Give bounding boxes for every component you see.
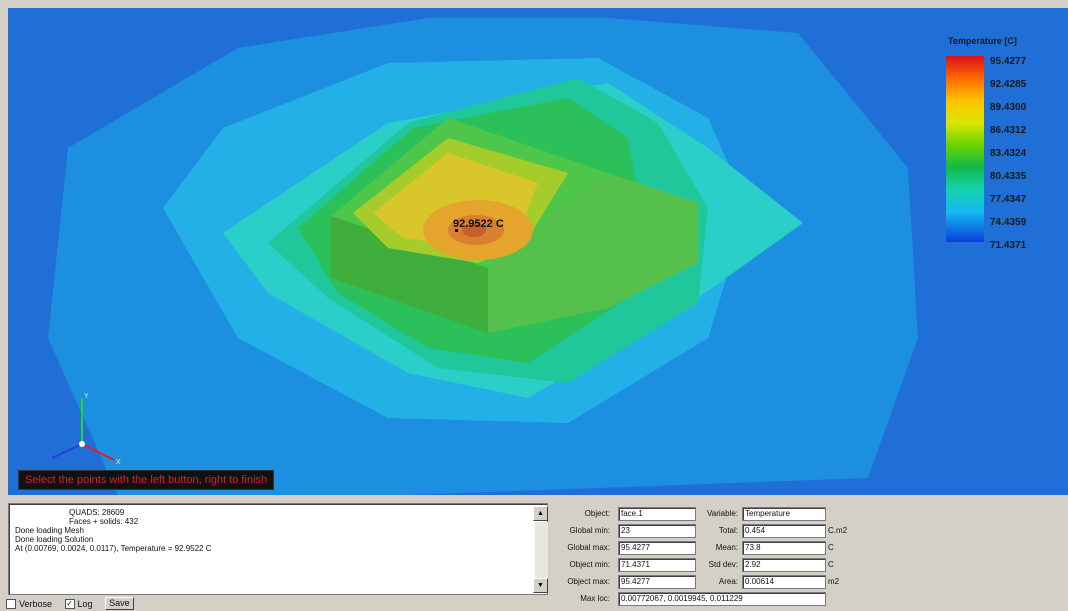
axis-label-y: Y: [84, 393, 89, 400]
log-line: QUADS: 28609: [69, 508, 125, 517]
global-min-label: Global min:: [569, 526, 610, 535]
object-max-label: Object max:: [567, 577, 610, 586]
verbose-label: Verbose: [19, 598, 53, 609]
variable-label: Variable:: [707, 509, 738, 518]
area-unit: m2: [828, 577, 840, 586]
total-unit: C.m2: [828, 526, 848, 535]
log-output[interactable]: QUADS: 28609 Faces + solids: 432 Done lo…: [8, 503, 548, 595]
save-button[interactable]: Save: [105, 597, 134, 610]
scrollbar-track[interactable]: [535, 522, 548, 580]
log-line: Done loading Mesh: [15, 526, 84, 535]
log-options: Verbose ✓ Log Save: [6, 597, 134, 611]
log-checkbox[interactable]: ✓: [64, 598, 75, 609]
object-min-field: 71.4371: [618, 558, 696, 572]
area-label: Area:: [718, 577, 738, 586]
legend-value: 83.4324: [990, 148, 1027, 159]
hot-zone-core: [462, 223, 486, 237]
log-line: At (0.00769, 0.0024, 0.0117), Temperatur…: [15, 544, 212, 553]
object-label: Object:: [584, 509, 610, 518]
object-field[interactable]: face.1: [618, 507, 696, 521]
global-max-field: 95.4277: [618, 541, 696, 555]
part-front-face: [488, 173, 698, 333]
bottom-panel: QUADS: 28609 Faces + solids: 432 Done lo…: [0, 495, 1068, 611]
statistics-panel: Object: face.1 Variable: Temperature Glo…: [556, 495, 1068, 611]
legend-value: 89.4300: [990, 102, 1027, 113]
probe-label: 92.9522 C: [453, 218, 504, 230]
area-field: 0.00614: [742, 575, 826, 589]
total-label: Total:: [718, 526, 738, 535]
global-max-label: Global max:: [567, 543, 610, 552]
mean-unit: C: [828, 543, 834, 552]
axis-label-x: X: [116, 459, 121, 466]
log-line: Done loading Solution: [15, 535, 94, 544]
max-loc-label: Max loc:: [580, 594, 610, 603]
global-min-field: 23: [618, 524, 696, 538]
temperature-contour-scene[interactable]: [8, 8, 1068, 495]
variable-field[interactable]: Temperature: [742, 507, 826, 521]
object-min-label: Object min:: [569, 560, 610, 569]
std-dev-label: Std dev:: [708, 560, 738, 569]
verbose-checkbox[interactable]: [6, 598, 16, 609]
log-line: Faces + solids: 432: [69, 517, 139, 526]
part-side-face: [331, 216, 488, 333]
mean-label: Mean:: [715, 543, 738, 552]
total-field: 0.454: [742, 524, 826, 538]
std-dev-field: 2.92: [742, 558, 826, 572]
legend-title: Temperature [C]: [948, 36, 1017, 46]
probe-marker: [455, 229, 458, 232]
legend-value: 74.4359: [990, 217, 1027, 228]
max-loc-field: 0.00772067, 0.0019945, 0.011229: [618, 592, 826, 606]
axis-triad-icon: Y X: [51, 393, 121, 466]
legend-color-bar: [946, 56, 984, 242]
legend-value: 71.4371: [990, 240, 1027, 251]
std-dev-unit: C: [828, 560, 834, 569]
legend-value: 86.4312: [990, 125, 1027, 136]
legend-value: 92.4285: [990, 79, 1027, 90]
legend-value: 95.4277: [990, 56, 1027, 67]
log-label: Log: [77, 598, 93, 609]
legend-value: 77.4347: [990, 194, 1027, 205]
scroll-down-button[interactable]: ▼: [533, 578, 548, 593]
status-message: Select the points with the left button, …: [18, 470, 275, 490]
scroll-up-button[interactable]: ▲: [533, 506, 548, 521]
3d-viewport[interactable]: Temperature [C] 95.4277 92.4285 89.4300 …: [8, 8, 1068, 495]
object-max-field: 95.4277: [618, 575, 696, 589]
legend-value: 80.4335: [990, 171, 1027, 182]
mean-field: 73.8: [742, 541, 826, 555]
